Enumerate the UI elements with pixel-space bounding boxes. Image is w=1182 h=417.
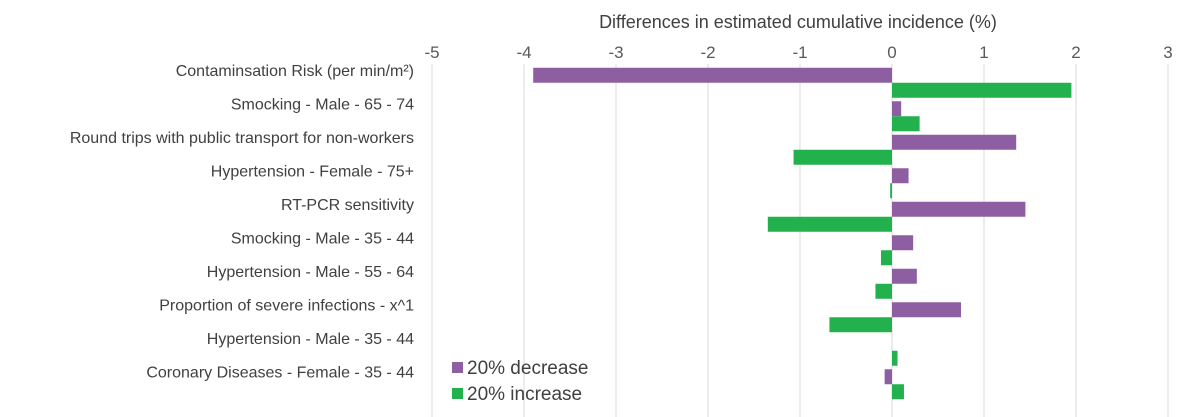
bar-decrease	[892, 168, 909, 184]
legend: 20% decrease 20% increase	[452, 358, 588, 405]
category-label: Hypertension - Male - 35 - 44	[207, 331, 414, 348]
bar-decrease	[892, 235, 914, 251]
bar-decrease	[533, 67, 892, 83]
bar-decrease	[884, 369, 892, 385]
x-tick-label: -5	[424, 43, 439, 62]
bar-decrease	[892, 101, 902, 117]
legend-swatch	[452, 362, 463, 373]
x-tick-label: -1	[792, 43, 807, 62]
category-label: Round trips with public transport for no…	[70, 130, 414, 147]
x-axis-title: Differences in estimated cumulative inci…	[599, 12, 997, 32]
bar-increase	[892, 116, 920, 132]
bar-increase	[892, 384, 904, 400]
bar-increase	[880, 250, 892, 266]
category-label: RT-PCR sensitivity	[281, 197, 414, 214]
category-label: Hypertension - Female - 75+	[211, 163, 414, 180]
bar-increase	[892, 82, 1072, 98]
bar-increase	[892, 350, 898, 366]
x-tick-label: 0	[887, 43, 896, 62]
bars	[533, 67, 1072, 400]
legend-swatch	[452, 388, 463, 399]
bar-decrease	[892, 302, 961, 318]
x-tick-label: -2	[700, 43, 715, 62]
legend-label: 20% decrease	[467, 358, 588, 379]
bar-decrease	[892, 134, 1017, 150]
x-tick-label: 2	[1071, 43, 1080, 62]
category-label: Coronary Diseases - Female - 35 - 44	[146, 364, 414, 381]
legend-label: 20% increase	[467, 384, 582, 405]
bar-increase	[890, 183, 892, 199]
x-tick-label: -4	[516, 43, 531, 62]
category-label: Smocking - Male - 65 - 74	[231, 96, 414, 113]
bar-increase	[767, 216, 892, 232]
x-tick-label: -3	[608, 43, 623, 62]
category-label: Hypertension - Male - 55 - 64	[207, 264, 414, 281]
category-labels: Contaminsation Risk (per min/m²) Smocking…	[70, 63, 414, 382]
category-label: Contaminsation Risk (per min/m²)	[176, 63, 414, 80]
bar-increase	[793, 149, 892, 165]
x-tick-label: 3	[1163, 43, 1172, 62]
bar-decrease	[892, 201, 1026, 217]
x-tick-label: 1	[979, 43, 988, 62]
category-label: Smocking - Male - 35 - 44	[231, 230, 414, 247]
bar-increase	[829, 317, 892, 333]
x-tick-labels: -5 -4 -3 -2 -1 0 1 2 3	[424, 43, 1172, 62]
bar-increase	[875, 283, 892, 299]
category-label: Proportion of severe infections - x^1	[159, 297, 414, 314]
bar-decrease	[892, 268, 917, 284]
